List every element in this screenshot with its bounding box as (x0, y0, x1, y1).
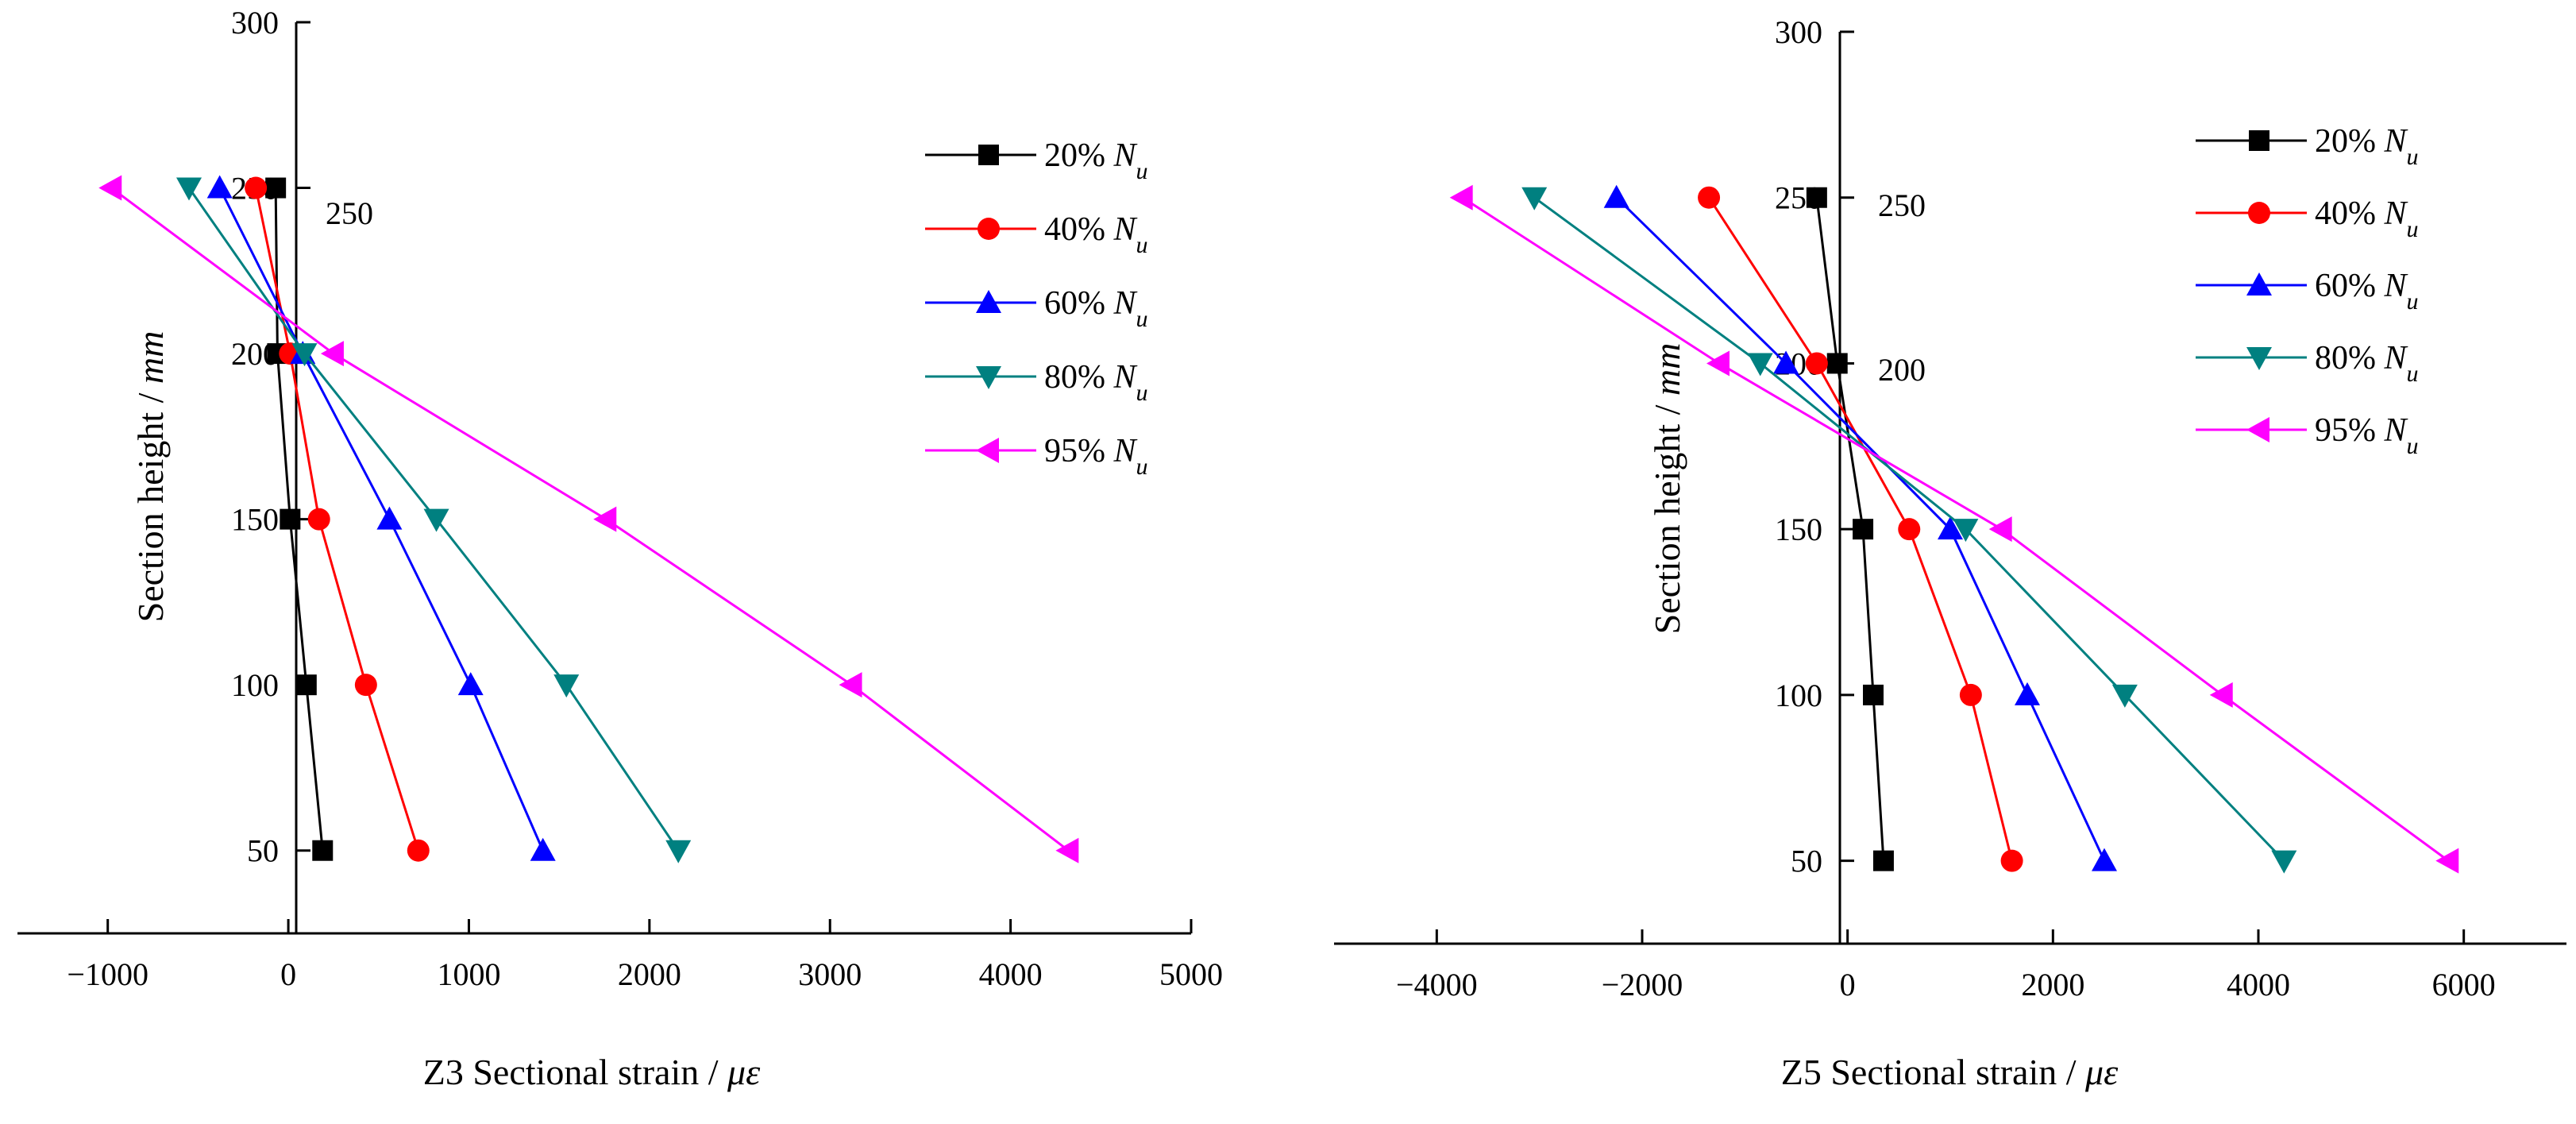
legend-label: 40% Nu (1044, 211, 1148, 258)
legend-label: 20% Nu (2315, 123, 2419, 170)
data-point-series-2 (1898, 518, 1921, 541)
data-point-series-2 (245, 176, 268, 199)
y-tick-label: 50 (247, 833, 279, 869)
data-point-series-4 (1953, 519, 1979, 543)
legend-marker (976, 290, 1001, 313)
data-point-series-3 (1938, 516, 1963, 540)
x-tick-label: 2000 (2021, 967, 2084, 1002)
data-point-series-5 (98, 175, 122, 201)
x-tick-label: −1000 (67, 956, 148, 992)
chart-z3: −100001000200030004000500050100150200250… (17, 5, 1223, 1092)
data-point-series-2 (2000, 849, 2023, 872)
legend-label: 95% Nu (1044, 433, 1148, 480)
x-tick-label: −4000 (1396, 967, 1478, 1002)
legend-marker (2246, 347, 2272, 370)
x-tick-label: 0 (1840, 967, 1856, 1002)
data-point-series-4 (1521, 187, 1548, 211)
x-tick-label: 2000 (618, 956, 681, 992)
legend-label: 60% Nu (1044, 285, 1148, 332)
data-point-series-1 (295, 674, 317, 696)
legend-marker (978, 145, 999, 165)
legend-label: 80% Nu (2315, 340, 2419, 387)
data-point-series-4 (176, 177, 202, 201)
legend-label: 95% Nu (2315, 412, 2419, 459)
data-point-series-5 (2435, 848, 2459, 874)
data-point-series-3 (530, 837, 556, 861)
data-point-series-2 (407, 839, 430, 862)
x-axis-title: Z3 Sectional strain / με (423, 1052, 761, 1092)
x-tick-label: 4000 (2227, 967, 2290, 1002)
x-tick-label: 0 (280, 956, 296, 992)
data-point-series-5 (320, 341, 344, 367)
data-point-series-1 (1806, 187, 1827, 208)
data-point-series-3 (2092, 848, 2117, 871)
data-point-series-4 (1747, 353, 1773, 377)
y-axis-title: Section height / mm (1647, 343, 1687, 635)
data-point-series-4 (553, 674, 580, 698)
x-tick-label: 5000 (1159, 956, 1223, 992)
data-point-series-3 (2015, 682, 2040, 705)
y-tick-label: 300 (1775, 14, 1822, 50)
y-tick-label: 300 (231, 5, 279, 41)
data-point-series-1 (1872, 850, 1894, 871)
annotation-label: 250 (1878, 187, 1926, 223)
data-point-series-2 (1959, 683, 1982, 706)
annotation-label: 250 (326, 195, 373, 231)
data-point-series-4 (423, 508, 449, 532)
x-tick-label: 1000 (437, 956, 500, 992)
annotation-label: 200 (1878, 352, 1926, 388)
legend-marker (2248, 202, 2270, 224)
data-point-series-5 (839, 672, 862, 698)
data-point-series-2 (1805, 352, 1828, 375)
data-point-series-3 (376, 506, 403, 530)
data-point-series-3 (457, 672, 484, 696)
x-axis-title: Z5 Sectional strain / με (1781, 1052, 2119, 1092)
legend-marker (976, 438, 999, 463)
y-axis-title: Section height / mm (130, 331, 171, 623)
y-tick-label: 150 (231, 502, 279, 538)
legend-marker (978, 218, 1000, 240)
data-point-series-1 (1853, 519, 1874, 540)
legend-label: 60% Nu (2315, 268, 2419, 315)
data-point-series-3 (1773, 350, 1799, 374)
chart-z5: −4000 −2000 0 2000 4000 6000 50 100 150 200 250 300… (1334, 14, 2566, 1092)
x-tick-label: −2000 (1602, 967, 1683, 1002)
legend-label: 80% Nu (1044, 359, 1148, 406)
data-point-series-4 (2271, 850, 2297, 874)
data-point-series-4 (665, 840, 692, 863)
data-point-series-1 (1863, 684, 1884, 705)
y-tick-label: 100 (1775, 678, 1822, 713)
data-point-series-5 (1449, 184, 1473, 211)
x-tick-label: 3000 (798, 956, 862, 992)
legend-marker (2249, 130, 2269, 151)
legend-marker (2246, 272, 2272, 295)
x-tick-label: 4000 (979, 956, 1043, 992)
data-point-series-1 (1826, 353, 1848, 374)
x-tick-label: 6000 (2432, 967, 2496, 1002)
legend-marker (2246, 417, 2269, 442)
legend-label: 40% Nu (2315, 195, 2419, 242)
y-tick-label: 150 (1775, 512, 1822, 547)
data-point-series-1 (265, 177, 287, 199)
data-point-series-1 (280, 508, 301, 530)
data-point-series-2 (307, 508, 330, 531)
y-tick-label: 50 (1791, 844, 1822, 879)
data-point-series-3 (1603, 184, 1629, 208)
legend-marker (976, 366, 1001, 389)
y-tick-label: 100 (231, 667, 279, 703)
legend-label: 20% Nu (1044, 137, 1148, 184)
data-point-series-5 (593, 506, 617, 532)
data-point-series-4 (291, 343, 318, 367)
data-point-series-3 (206, 175, 233, 199)
data-point-series-5 (2209, 682, 2233, 708)
data-point-series-5 (1706, 350, 1730, 377)
data-point-series-4 (2111, 684, 2138, 708)
data-point-series-2 (1698, 186, 1721, 209)
data-point-series-2 (354, 674, 377, 697)
data-point-series-5 (1988, 516, 2012, 543)
data-point-series-1 (312, 840, 334, 861)
data-point-series-5 (1055, 837, 1079, 863)
